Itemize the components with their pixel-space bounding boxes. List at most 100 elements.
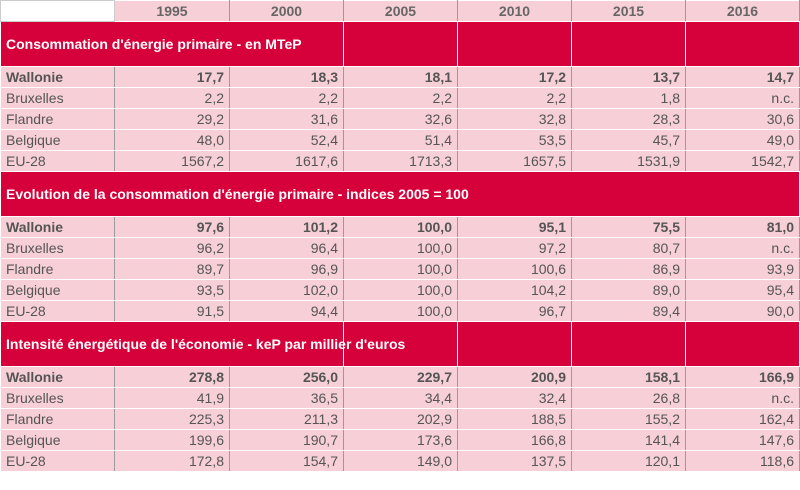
value-cell: 101,2 — [229, 216, 344, 238]
value-cell: 93,9 — [685, 258, 800, 280]
value-cell: 17,7 — [114, 66, 230, 88]
value-cell: 14,7 — [685, 66, 800, 88]
row-label: Wallonie — [0, 216, 115, 238]
section-header-cell — [685, 321, 800, 367]
header-row: 1995 2000 2005 2010 2015 2016 — [0, 0, 800, 22]
value-cell: 147,6 — [685, 429, 800, 451]
value-cell: 36,5 — [229, 387, 344, 409]
value-cell: 89,4 — [571, 300, 686, 322]
value-cell: 96,9 — [229, 258, 344, 280]
section-header-cell — [343, 321, 458, 367]
table-row: EU-28 1567,2 1617,6 1713,3 1657,5 1531,9 1542,… — [0, 150, 800, 172]
value-cell: 48,0 — [114, 129, 230, 151]
value-cell: 166,8 — [457, 429, 572, 451]
value-cell: 93,5 — [114, 279, 230, 301]
table-row: Flandre 225,3 211,3 202,9 188,5 155,2 162,4 — [0, 408, 800, 430]
value-cell: 1567,2 — [114, 150, 230, 172]
value-cell: 95,4 — [685, 279, 800, 301]
value-cell: 1531,9 — [571, 150, 686, 172]
value-cell: 18,1 — [343, 66, 458, 88]
value-cell: 100,0 — [343, 279, 458, 301]
value-cell: 190,7 — [229, 429, 344, 451]
value-cell: n.c. — [685, 237, 800, 259]
value-cell: 102,0 — [229, 279, 344, 301]
value-cell: 90,0 — [685, 300, 800, 322]
year-header-2005: 2005 — [343, 0, 458, 22]
section-title: Intensité énergétique de l'économie - ke… — [0, 321, 405, 367]
energy-table: 1995 2000 2005 2010 2015 2016 Consommati… — [0, 0, 800, 472]
value-cell: 100,0 — [343, 216, 458, 238]
value-cell: 75,5 — [571, 216, 686, 238]
value-cell: 53,5 — [457, 129, 572, 151]
value-cell: 200,9 — [457, 366, 572, 388]
value-cell: 1617,6 — [229, 150, 344, 172]
row-label: EU-28 — [0, 300, 115, 322]
table-row: Bruxelles 41,9 36,5 34,4 32,4 26,8 n.c. — [0, 387, 800, 409]
value-cell: 137,5 — [457, 450, 572, 472]
row-label: EU-28 — [0, 150, 115, 172]
table-row: Flandre 89,7 96,9 100,0 100,6 86,9 93,9 — [0, 258, 800, 280]
year-header-2010: 2010 — [457, 0, 572, 22]
section-header-row: Intensité énergétique de l'économie - ke… — [0, 321, 800, 367]
value-cell: 34,4 — [343, 387, 458, 409]
section-header-cell — [571, 321, 686, 367]
value-cell: 199,6 — [114, 429, 230, 451]
value-cell: 188,5 — [457, 408, 572, 430]
value-cell: 229,7 — [343, 366, 458, 388]
value-cell: 18,3 — [229, 66, 344, 88]
value-cell: 96,2 — [114, 237, 230, 259]
value-cell: 32,8 — [457, 108, 572, 130]
value-cell: 100,0 — [343, 300, 458, 322]
value-cell: 2,2 — [343, 87, 458, 109]
value-cell: 173,6 — [343, 429, 458, 451]
row-label: Wallonie — [0, 66, 115, 88]
section-header-cell — [571, 21, 686, 67]
section-header-row: Consommation d'énergie primaire - en MTe… — [0, 21, 800, 67]
value-cell: 28,3 — [571, 108, 686, 130]
value-cell: 97,2 — [457, 237, 572, 259]
row-label: Bruxelles — [0, 387, 115, 409]
section-header-cell — [343, 21, 458, 67]
value-cell: 172,8 — [114, 450, 230, 472]
value-cell: 100,6 — [457, 258, 572, 280]
row-label: Belgique — [0, 429, 115, 451]
value-cell: 225,3 — [114, 408, 230, 430]
value-cell: 211,3 — [229, 408, 344, 430]
header-corner-cell — [0, 0, 115, 22]
value-cell: 96,7 — [457, 300, 572, 322]
value-cell: 89,7 — [114, 258, 230, 280]
table-row: EU-28 91,5 94,4 100,0 96,7 89,4 90,0 — [0, 300, 800, 322]
value-cell: 2,2 — [229, 87, 344, 109]
value-cell: 32,6 — [343, 108, 458, 130]
value-cell: 256,0 — [229, 366, 344, 388]
table-row: Belgique 48,0 52,4 51,4 53,5 45,7 49,0 — [0, 129, 800, 151]
table-row: Wallonie 97,6 101,2 100,0 95,1 75,5 81,0 — [0, 216, 800, 238]
year-header-2016: 2016 — [685, 0, 800, 22]
value-cell: 1713,3 — [343, 150, 458, 172]
value-cell: 1657,5 — [457, 150, 572, 172]
value-cell: 81,0 — [685, 216, 800, 238]
value-cell: 154,7 — [229, 450, 344, 472]
table-row: EU-28 172,8 154,7 149,0 137,5 120,1 118,6 — [0, 450, 800, 472]
value-cell: 13,7 — [571, 66, 686, 88]
row-label: Flandre — [0, 258, 115, 280]
value-cell: 1542,7 — [685, 150, 800, 172]
table-row: Belgique 93,5 102,0 100,0 104,2 89,0 95,4 — [0, 279, 800, 301]
value-cell: 52,4 — [229, 129, 344, 151]
value-cell: 158,1 — [571, 366, 686, 388]
row-label: Flandre — [0, 408, 115, 430]
value-cell: 45,7 — [571, 129, 686, 151]
row-label: Bruxelles — [0, 237, 115, 259]
value-cell: 100,0 — [343, 237, 458, 259]
value-cell: 89,0 — [571, 279, 686, 301]
value-cell: 31,6 — [229, 108, 344, 130]
table-row: Wallonie 17,7 18,3 18,1 17,2 13,7 14,7 — [0, 66, 800, 88]
year-header-2000: 2000 — [229, 0, 344, 22]
section-header-cell — [457, 321, 572, 367]
row-label: Flandre — [0, 108, 115, 130]
section-header-cell — [685, 21, 800, 67]
value-cell: 166,9 — [685, 366, 800, 388]
value-cell: 202,9 — [343, 408, 458, 430]
year-header-2015: 2015 — [571, 0, 686, 22]
table-row: Wallonie 278,8 256,0 229,7 200,9 158,1 166,9 — [0, 366, 800, 388]
